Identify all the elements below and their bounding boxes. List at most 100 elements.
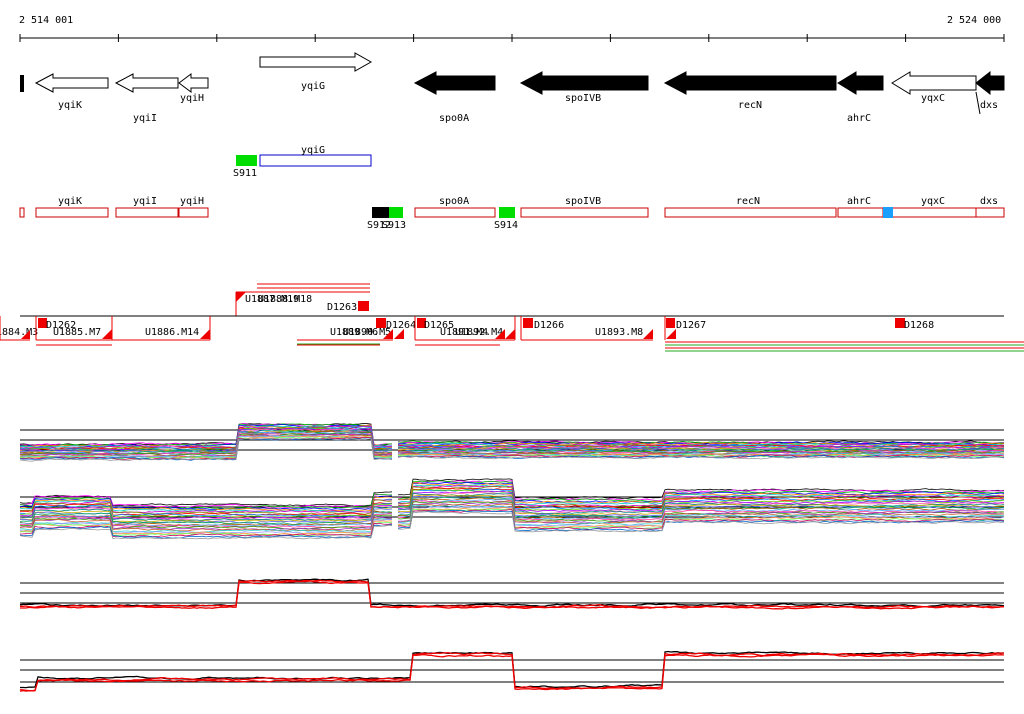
gene-arrow-recN[interactable]	[663, 71, 837, 95]
expression-trace	[19, 494, 1005, 523]
probe-label-S911: S911	[233, 168, 257, 179]
annotation-box-yqiI[interactable]	[115, 207, 179, 218]
probe-S913[interactable]	[389, 207, 403, 218]
summary-panel-lower	[19, 650, 1005, 692]
marker-label-D1267: D1267	[676, 320, 706, 331]
probe-blue[interactable]	[883, 207, 893, 218]
gene-label-spo0A: spo0A	[439, 113, 469, 124]
gene-label-yqxC: yqxC	[921, 93, 945, 104]
segment-label-U1889: U1889.M6	[330, 327, 378, 338]
marker-D1264[interactable]	[376, 318, 386, 328]
expression-trace	[19, 511, 1005, 540]
probe-label-S914: S914	[494, 220, 518, 231]
annotation-label-dxs: dxs	[980, 196, 998, 207]
segment-label-U1892: U1892.M4	[455, 327, 503, 338]
expression-trace	[20, 488, 1005, 517]
annotation-label-yqiH: yqiH	[180, 196, 204, 207]
expression-trace	[20, 579, 1004, 609]
gene-arrow-yqxC[interactable]	[891, 71, 977, 95]
expression-trace	[19, 437, 1005, 462]
gene-arrow-spo0A[interactable]	[413, 71, 496, 95]
ruler-start-label: 2 514 001	[19, 15, 73, 26]
gene-label-ahrC: ahrC	[847, 113, 871, 124]
summary-panel-upper	[19, 578, 1005, 610]
gene-arrow-yqiK[interactable]	[34, 73, 109, 93]
annotation-box-fragment[interactable]	[19, 207, 25, 218]
annotation-label-spoIVB: spoIVB	[565, 196, 601, 207]
gene-arrow-spoIVB[interactable]	[519, 71, 649, 95]
annotation-box-spo0A[interactable]	[414, 207, 496, 218]
marker-label-D1266: D1266	[534, 320, 564, 331]
marker-D1265[interactable]	[417, 318, 426, 328]
coordinate-ruler: 2 514 001 2 524 000	[19, 15, 1005, 42]
segment-label-U1891: U1891.M4	[440, 327, 488, 338]
segment-label-U1884: U1884.M3	[0, 327, 38, 338]
probe-S912[interactable]	[372, 207, 389, 218]
marker-D1266[interactable]	[523, 318, 533, 328]
probe-label-S913: S913	[382, 220, 406, 231]
annotation-label-yqxC: yqxC	[921, 196, 945, 207]
annotation-box-dxs[interactable]	[975, 207, 1005, 218]
annotation-label-yqiI: yqiI	[133, 196, 157, 207]
gene-arrow-dxs[interactable]	[975, 70, 1005, 96]
expression-trace	[20, 492, 1005, 522]
expression-panel-lower	[19, 478, 1005, 540]
probe-label-S912: S912	[367, 220, 391, 231]
marker-label-D1265: D1265	[424, 320, 454, 331]
expression-trace	[19, 496, 1005, 525]
gene-arrow-yqiI[interactable]	[114, 73, 179, 93]
gene-label-spoIVB: spoIVB	[565, 93, 601, 104]
gene-label-yqiH: yqiH	[180, 93, 204, 104]
marker-D1263[interactable]	[358, 301, 369, 311]
gene-fragment[interactable]	[20, 75, 24, 92]
gene-arrow-ahrC[interactable]	[837, 71, 884, 95]
expression-trace	[19, 652, 1005, 692]
marker-label-D1268: D1268	[904, 320, 934, 331]
marker-D1267[interactable]	[666, 318, 675, 328]
segment-label-U1890: U1890.M5	[343, 327, 391, 338]
probe-S911[interactable]	[236, 155, 257, 166]
annotation-label-recN: recN	[736, 196, 760, 207]
gene-arrow-yqiG[interactable]	[259, 52, 373, 72]
gene-label-yqiG: yqiG	[301, 81, 325, 92]
segment-label-U1893: U1893.M8	[595, 327, 643, 338]
segment-label-U1888: U1888.M18	[258, 294, 312, 305]
marker-label-D1263: D1263	[327, 302, 357, 313]
gene-arrow-yqiH[interactable]	[178, 73, 209, 93]
annotation-label-spo0A: spo0A	[439, 196, 469, 207]
marker-label-D1264: D1264	[386, 320, 416, 331]
expression-panel-upper	[19, 422, 1005, 462]
marker-label-D1262: D1262	[46, 320, 76, 331]
segment-label-U1885: U1885.M7	[53, 327, 101, 338]
annotation-box-ahrC[interactable]	[837, 207, 884, 218]
segment-label-U1886: U1886.M14	[145, 327, 199, 338]
gene-label-yqiK: yqiK	[58, 100, 82, 111]
segment-corner-marker	[236, 292, 246, 302]
probe-S914[interactable]	[499, 207, 515, 218]
annotation-track: yqiK yqiI yqiH S912 S913 spo0A S914 spoI…	[19, 196, 1005, 231]
marker-D1262[interactable]	[38, 318, 47, 328]
marker-D1268[interactable]	[895, 318, 905, 328]
annotation-label-ahrC: ahrC	[847, 196, 871, 207]
annotation-box-yqiH[interactable]	[178, 207, 209, 218]
expression-trace	[19, 653, 1005, 692]
annotation-box-yqxC[interactable]	[882, 207, 977, 218]
expression-trace	[19, 480, 1005, 508]
transcript-label-yqiG: yqiG	[301, 145, 325, 156]
transcript-box-yqiG[interactable]	[259, 154, 372, 167]
annotation-box-spoIVB[interactable]	[520, 207, 649, 218]
expression-trace	[19, 509, 1005, 538]
annotation-label-yqiK: yqiK	[58, 196, 82, 207]
expression-trace	[20, 580, 1005, 610]
gene-label-dxs: dxs	[980, 100, 998, 111]
gene-label-recN: recN	[738, 100, 762, 111]
gene-label-yqiI: yqiI	[133, 113, 157, 124]
ruler-end-label: 2 524 000	[947, 15, 1001, 26]
segment-label-U1887: U1887.M19	[245, 294, 299, 305]
annotation-box-recN[interactable]	[664, 207, 837, 218]
transcript-track: S911 yqiG	[233, 145, 372, 179]
gene-track: yqiK yqiI yqiH yqiG spo0A spoIVB recN ah…	[20, 52, 1005, 124]
ruler-ticks	[19, 34, 1005, 42]
annotation-box-yqiK[interactable]	[35, 207, 109, 218]
